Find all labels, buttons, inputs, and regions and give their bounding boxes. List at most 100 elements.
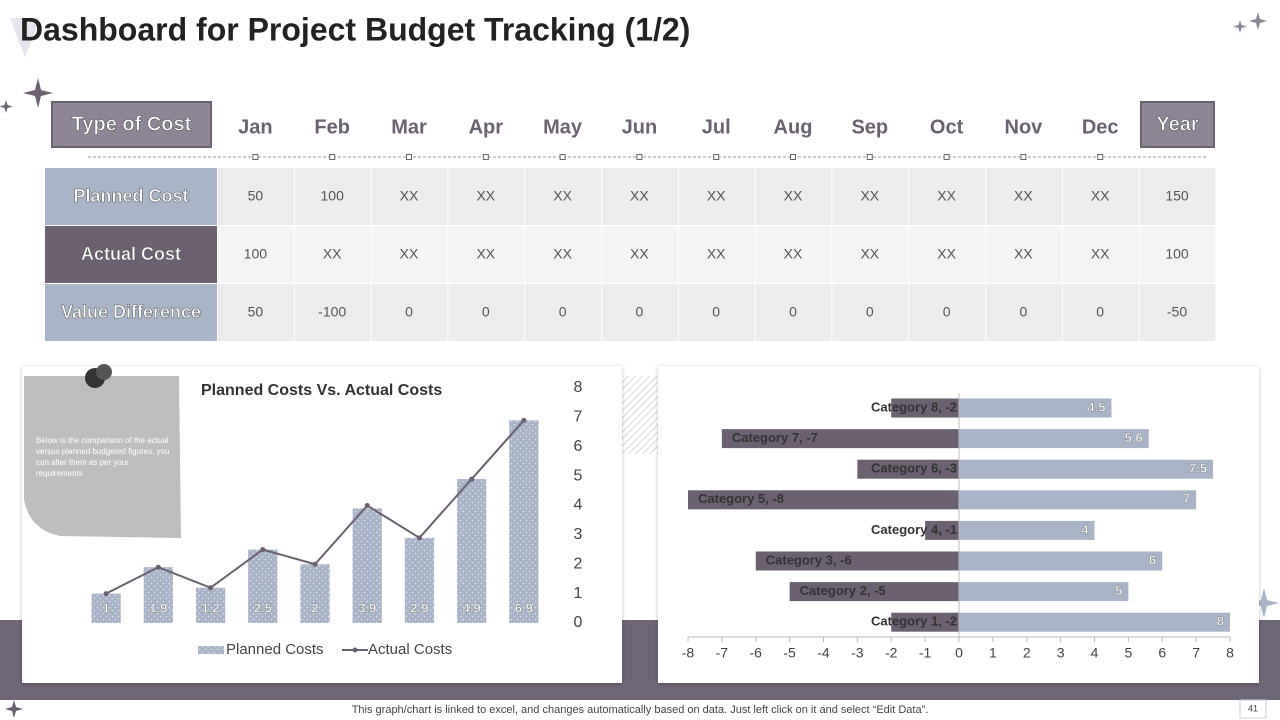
legend-label: Planned Costs xyxy=(226,641,324,658)
bar xyxy=(404,537,435,623)
cell-value: 150 xyxy=(1165,188,1189,204)
data-label: 5.6 xyxy=(1125,430,1143,445)
data-label: Category 3, -6 xyxy=(766,552,852,567)
data-label: Category 6, -3 xyxy=(871,461,957,476)
footer: This graph/chart is linked to excel, and… xyxy=(352,704,929,716)
cell-value: 100 xyxy=(321,188,345,204)
data-label: 8 xyxy=(1217,614,1224,629)
sparkle xyxy=(23,78,53,108)
bar xyxy=(721,429,959,449)
cell xyxy=(448,284,525,341)
row-label: Actual Cost xyxy=(81,244,181,264)
marker xyxy=(1097,154,1104,160)
cell-value: XX xyxy=(400,188,419,204)
x-tick-label: -8 xyxy=(682,645,695,661)
row-label-cell xyxy=(45,168,217,225)
cell xyxy=(678,284,755,341)
data-label: 3.9 xyxy=(358,600,376,615)
cell-value: XX xyxy=(1014,246,1033,262)
bar xyxy=(959,612,1230,632)
cell xyxy=(602,226,678,283)
cell-value: XX xyxy=(784,188,803,204)
cell xyxy=(371,226,448,283)
header-label: Type of Cost xyxy=(72,113,192,135)
data-label: 2.9 xyxy=(410,600,428,615)
header-label: Year xyxy=(1156,113,1198,135)
legend-swatch xyxy=(352,647,358,653)
point xyxy=(469,476,475,482)
month-label: Sep xyxy=(851,116,888,138)
y-tick-label: 7 xyxy=(574,409,583,426)
cell xyxy=(294,284,371,341)
bar xyxy=(91,593,121,623)
cell xyxy=(448,226,525,283)
month-label: Jun xyxy=(622,116,658,138)
sparkle xyxy=(1249,588,1279,618)
month-label: May xyxy=(543,116,583,138)
x-tick-label: 8 xyxy=(1226,645,1234,661)
cell xyxy=(294,168,371,225)
data-label: 1.2 xyxy=(202,600,220,615)
data-label: Category 1, -2 xyxy=(871,614,957,629)
cell xyxy=(909,226,985,283)
bar xyxy=(857,459,959,479)
marker xyxy=(866,154,873,160)
data-label: 4.5 xyxy=(1087,399,1105,414)
cell-value: XX xyxy=(553,188,572,204)
cell-value: 0 xyxy=(943,304,951,320)
bar xyxy=(959,582,1129,602)
cell-value: XX xyxy=(553,246,572,262)
cell-value: XX xyxy=(1014,188,1033,204)
data-label: 1 xyxy=(102,600,109,615)
cell xyxy=(1139,226,1216,283)
data-label: 7 xyxy=(1183,491,1190,506)
data-label: 7.5 xyxy=(1189,461,1207,476)
point xyxy=(260,547,266,553)
y-tick-label: 3 xyxy=(574,526,583,543)
data-label: 4.9 xyxy=(463,600,481,615)
month-label: Nov xyxy=(1005,116,1044,138)
bar xyxy=(959,520,1095,540)
marker xyxy=(713,154,720,160)
bar xyxy=(143,567,173,623)
bar xyxy=(891,612,959,632)
cell xyxy=(678,168,755,225)
cell-value: 0 xyxy=(789,304,797,320)
x-tick-label: -1 xyxy=(919,645,932,661)
point xyxy=(155,564,161,570)
sparkle xyxy=(0,100,13,113)
bar xyxy=(959,429,1149,449)
marker xyxy=(559,154,566,160)
cell-value: XX xyxy=(707,188,726,204)
data-label: 2.5 xyxy=(254,600,272,615)
data-label: 6 xyxy=(1149,552,1156,567)
cell-value: XX xyxy=(630,188,649,204)
cell-value: XX xyxy=(707,246,726,262)
x-tick-label: -4 xyxy=(817,645,830,661)
cell-value: XX xyxy=(323,246,342,262)
hatch xyxy=(622,376,658,454)
cell xyxy=(1062,226,1139,283)
month-label: Mar xyxy=(391,116,427,138)
y-tick-label: 4 xyxy=(574,497,583,514)
cell-value: XX xyxy=(784,246,803,262)
y-tick-label: 6 xyxy=(574,438,583,455)
y-tick-label: 8 xyxy=(574,379,583,396)
corner-decoration xyxy=(10,18,40,58)
x-tick-label: -6 xyxy=(750,645,763,661)
marker xyxy=(406,154,412,160)
cell xyxy=(909,284,985,341)
data-label: Category 8, -2 xyxy=(871,399,957,414)
y-tick-label: 0 xyxy=(574,614,583,631)
cell-value: XX xyxy=(937,188,956,204)
cell-value: XX xyxy=(476,246,495,262)
marker xyxy=(252,154,259,160)
bar xyxy=(352,508,382,623)
cell xyxy=(832,226,909,283)
data-label: 1.9 xyxy=(149,600,167,615)
cell xyxy=(1139,284,1216,341)
cell-value: XX xyxy=(1091,188,1110,204)
row-label-cell xyxy=(45,226,217,283)
header-box xyxy=(1140,101,1215,148)
bar xyxy=(959,490,1197,510)
